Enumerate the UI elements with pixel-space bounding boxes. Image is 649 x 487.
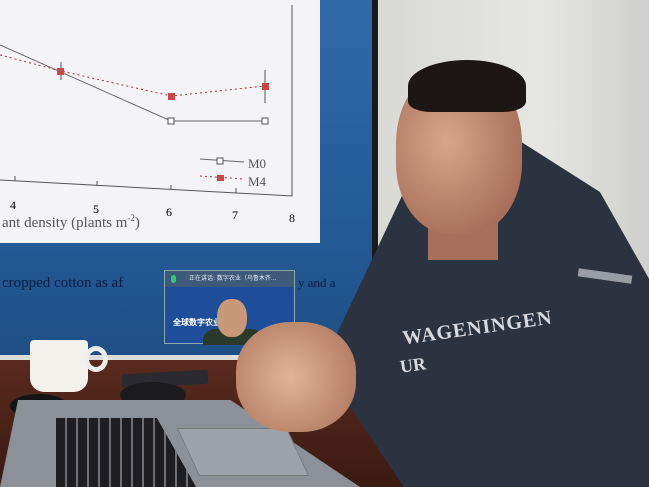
series-m0-point (167, 117, 175, 125)
cup-handle (84, 346, 108, 372)
legend-m4-line (199, 175, 245, 180)
x-tick-label: 8 (289, 211, 295, 225)
laptop-trackpad (176, 428, 310, 476)
speaking-bar: 正在讲话: 数字农业（乌鲁木齐... (165, 271, 294, 287)
man-hands (236, 322, 356, 432)
x-tick-label: 7 (232, 208, 238, 222)
man-hair (408, 60, 526, 112)
video-banner-text: 全球数字农业 (173, 318, 221, 327)
speaking-label: 正在讲话: 数字农业（乌鲁木齐... (189, 275, 277, 282)
legend-m0-label: M0 (248, 156, 266, 171)
microphone-icon (171, 275, 176, 283)
slide-chart: M0 M4 4 5 6 7 8 ant density (plants m-2) (0, 0, 320, 243)
coffee-cup (30, 340, 88, 392)
series-m4-point (262, 83, 269, 90)
series-m4-point (168, 93, 175, 100)
legend-m4-marker (217, 175, 224, 181)
line-chart: M0 M4 4 5 6 7 8 (0, 5, 295, 225)
series-m4-line (0, 54, 266, 97)
x-axis-label: ant density (plants m-2) (2, 213, 140, 231)
participant-face (217, 299, 247, 337)
series-m4-point (57, 68, 64, 75)
series-m0-line (0, 44, 265, 122)
legend-m4-label: M4 (248, 174, 267, 189)
x-ticks (14, 176, 237, 193)
hoodie-text-2: UR (398, 353, 428, 377)
series-m0-point (261, 117, 269, 125)
projection-screen: M0 M4 4 5 6 7 8 ant density (plants m-2)… (0, 0, 378, 355)
slide-caption: cropped cotton as af (2, 275, 124, 291)
slide-caption-end: y and a (298, 275, 336, 290)
x-tick-label: 4 (10, 198, 16, 212)
x-tick-label: 5 (93, 202, 99, 216)
video-call-window[interactable]: 正在讲话: 数字农业（乌鲁木齐... 全球数字农业 (164, 270, 295, 345)
legend-m0-marker (216, 157, 224, 165)
x-tick-label: 6 (166, 205, 172, 219)
